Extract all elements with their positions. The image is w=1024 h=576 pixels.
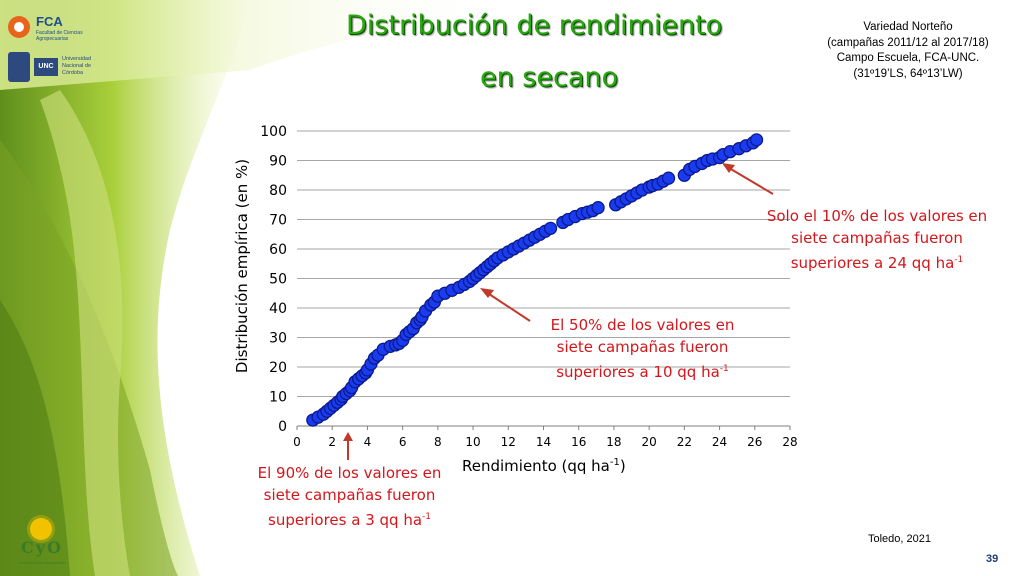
data-point xyxy=(543,221,558,236)
callout-top-10-percent: Solo el 10% de los valores en siete camp… xyxy=(742,205,1012,274)
y-tick-label: 10 xyxy=(269,390,287,406)
x-axis-label-close: ) xyxy=(620,457,626,475)
x-tick-label: 14 xyxy=(536,435,551,449)
callout-text: superiores a 3 qq ha xyxy=(268,511,423,529)
unc-logo-subtitle: Universidad Nacional de Córdoba xyxy=(62,56,92,76)
x-axis-label-sup: -1 xyxy=(610,457,620,468)
x-axis-label: Rendimiento (qq ha-1) xyxy=(462,457,626,475)
credit-line: Variedad Norteño xyxy=(863,21,953,33)
callout-line: siete campañas fueron xyxy=(791,229,963,247)
x-tick-label: 0 xyxy=(293,435,301,449)
data-point xyxy=(591,201,605,215)
callout-median-50-percent: El 50% de los valores en siete campañas … xyxy=(520,314,765,383)
data-point xyxy=(661,171,676,185)
cyo-logo-name: CyO xyxy=(21,538,63,557)
x-tick-label: 24 xyxy=(712,435,727,449)
arrow-10pct xyxy=(723,164,774,195)
callout-line: superiores a 24 qq ha-1 xyxy=(742,249,1012,274)
source-citation: Toledo, 2021 xyxy=(868,533,931,545)
y-axis-label: Distribución empírica (en %) xyxy=(233,159,251,373)
gridlines xyxy=(297,130,790,427)
y-tick-label: 70 xyxy=(269,213,287,229)
unc-logo: UNC Universidad Nacional de Córdoba xyxy=(8,52,98,86)
x-tick-label: 10 xyxy=(465,435,480,449)
unc-seal-icon xyxy=(8,52,30,82)
callout-line: El 50% de los valores en xyxy=(550,316,735,334)
sun-icon xyxy=(30,518,52,540)
study-credit: Variedad Norteño (campañas 2011/12 al 20… xyxy=(808,20,1008,82)
credit-line: (31º19’LS, 64º13’LW) xyxy=(853,67,963,80)
cyo-logo-tagline: Conocimiento comunicado xyxy=(18,560,66,565)
x-tick-label: 6 xyxy=(399,435,407,449)
data-point xyxy=(749,133,764,147)
y-tick-label: 40 xyxy=(269,301,287,317)
callout-line: siete campañas fueron xyxy=(556,338,729,356)
fca-logo: FCA Facultad de Ciencias Agropecuarias xyxy=(8,14,98,50)
x-tick-label: 26 xyxy=(747,435,762,449)
x-tick-label: 16 xyxy=(571,435,586,449)
callout-line: siete campañas fueron xyxy=(263,486,436,504)
callout-line: superiores a 3 qq ha-1 xyxy=(232,506,467,531)
y-tick-label: 0 xyxy=(278,419,287,435)
callout-arrows xyxy=(343,163,774,460)
page-number: 39 xyxy=(986,553,999,565)
slide-title-line1: Distribución de rendimiento xyxy=(346,10,723,41)
x-axis-label-text: Rendimiento (qq ha xyxy=(462,457,610,475)
y-tick-label: 30 xyxy=(269,331,287,347)
x-tick-label: 8 xyxy=(434,435,442,449)
y-tick-label: 60 xyxy=(269,242,287,258)
y-tick-label: 100 xyxy=(260,124,287,140)
callout-sup: -1 xyxy=(422,512,431,522)
x-tick-label: 18 xyxy=(606,435,621,449)
arrow-10pct-head xyxy=(722,163,735,173)
fca-emblem-icon xyxy=(8,16,30,38)
arrow-90pct-head xyxy=(343,432,353,441)
credit-line: (campañas 2011/12 al 2017/18) xyxy=(827,36,989,49)
callout-text: superiores a 10 qq ha xyxy=(556,363,720,381)
callout-text: superiores a 24 qq ha xyxy=(790,254,955,272)
x-tick-label: 22 xyxy=(677,435,692,449)
x-tick-label: 4 xyxy=(364,435,372,449)
data-points xyxy=(306,133,764,427)
callout-sup: -1 xyxy=(719,364,729,374)
callout-line: Solo el 10% de los valores en xyxy=(766,207,988,225)
y-tick-label: 90 xyxy=(269,154,287,170)
x-tick-label: 20 xyxy=(642,435,657,449)
callout-line: El 90% de los valores en xyxy=(257,464,442,482)
callout-sup: -1 xyxy=(954,255,964,265)
slide-title-line2: en secano xyxy=(480,62,619,93)
x-tick-label: 2 xyxy=(328,435,336,449)
fca-logo-name: FCA xyxy=(36,14,63,29)
arrow-50pct-head xyxy=(480,288,494,298)
fca-logo-subtitle: Facultad de Ciencias Agropecuarias xyxy=(36,30,83,42)
cyo-logo: CyO Conocimiento comunicado xyxy=(12,518,72,570)
credit-line: Campo Escuela, FCA-UNC. xyxy=(836,52,980,64)
callout-low-90-percent: El 90% de los valores en siete campañas … xyxy=(232,462,467,531)
callout-line: superiores a 10 qq ha-1 xyxy=(520,358,765,383)
arrow-50pct xyxy=(482,289,531,322)
x-tick-label: 28 xyxy=(782,435,797,449)
x-tick-label: 12 xyxy=(501,435,516,449)
y-tick-label: 50 xyxy=(269,272,287,288)
y-tick-label: 20 xyxy=(269,360,287,376)
unc-logo-name: UNC xyxy=(34,58,58,76)
y-tick-label: 80 xyxy=(269,183,287,199)
